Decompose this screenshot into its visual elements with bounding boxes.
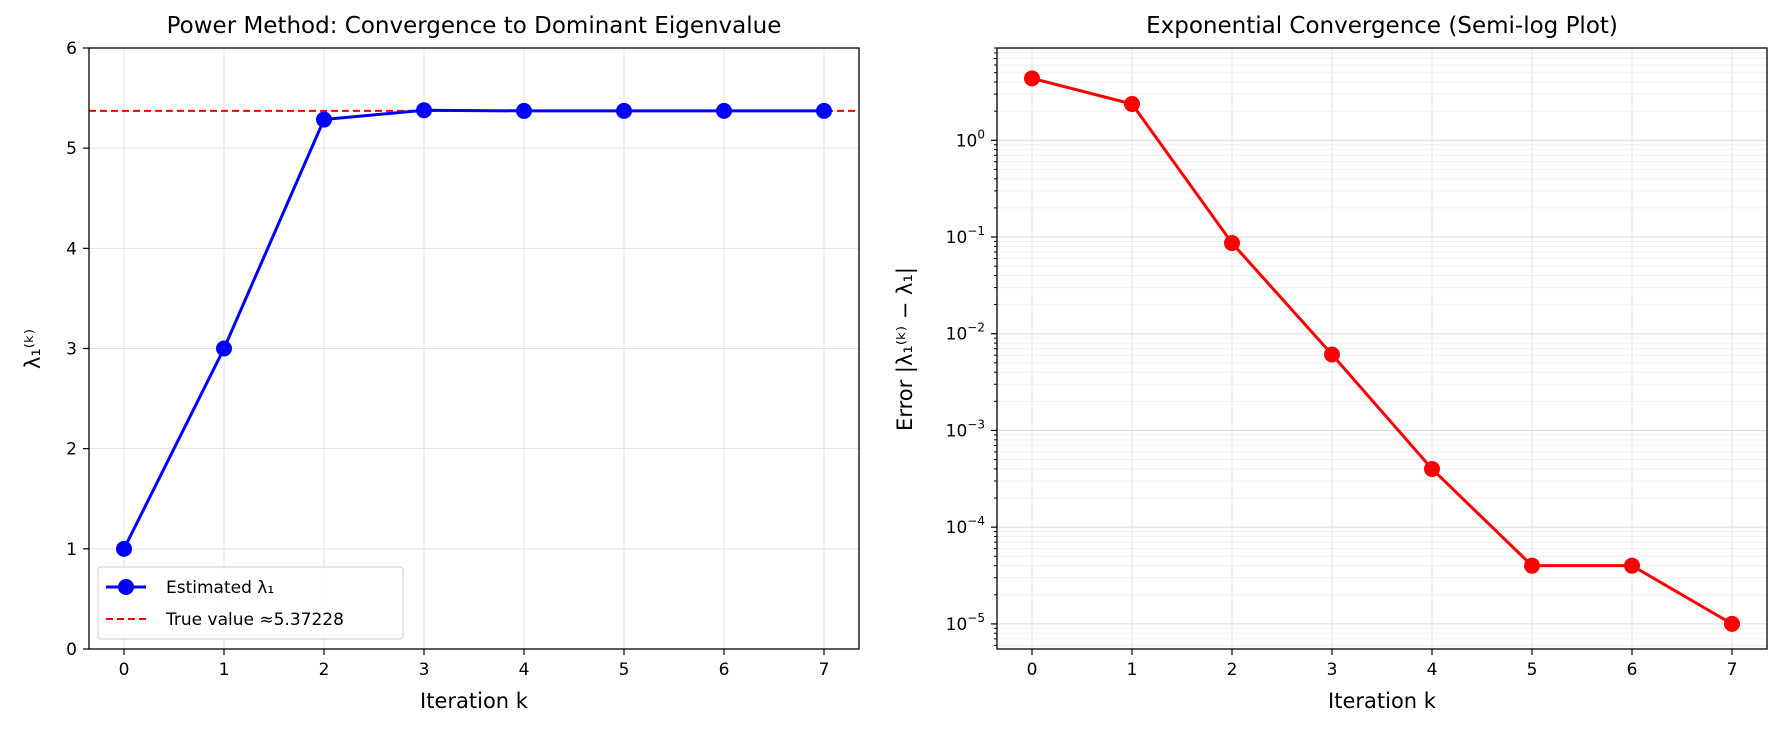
chart1-grid <box>89 47 859 650</box>
x-tick-label: 2 <box>319 660 330 680</box>
y-tick-label: 6 <box>66 39 77 59</box>
chart1-x-ticks: 0 1 2 3 4 5 6 7 <box>119 649 830 680</box>
chart2-series <box>1024 70 1740 632</box>
chart1-x-label: Iteration k <box>420 689 529 713</box>
chart2-y-ticks: 100 10−1 10−2 10−3 10−4 10−5 <box>946 47 997 646</box>
data-point <box>1124 96 1140 113</box>
y-tick-label: 10−4 <box>946 514 985 538</box>
chart1-title: Power Method: Convergence to Dominant Ei… <box>167 13 782 39</box>
x-tick-label: 4 <box>519 660 530 680</box>
y-tick-label: 10−2 <box>946 321 985 345</box>
data-point <box>716 102 732 119</box>
chart1-y-ticks: 0 1 2 3 4 5 6 <box>66 39 89 660</box>
series-line <box>122 108 824 550</box>
y-tick-label: 5 <box>66 139 77 159</box>
chart1-y-label: λ₁⁽ᵏ⁾ <box>21 329 45 369</box>
x-tick-label: 3 <box>419 660 430 680</box>
chart-eigenvalue-convergence: Power Method: Convergence to Dominant Ei… <box>21 13 860 713</box>
y-tick-label: 2 <box>66 440 77 460</box>
y-tick-label: 4 <box>66 239 77 259</box>
data-point <box>1024 70 1040 87</box>
x-tick-label: 4 <box>1427 660 1438 680</box>
data-point <box>1324 346 1340 363</box>
data-point <box>1424 460 1440 477</box>
data-point <box>116 540 132 557</box>
legend-series-marker <box>118 579 134 595</box>
data-point <box>616 102 632 119</box>
chart1-series <box>116 102 832 557</box>
data-point <box>1624 557 1640 574</box>
chart2-title: Exponential Convergence (Semi-log Plot) <box>1146 13 1618 39</box>
chart2-x-ticks: 0 1 2 3 4 5 6 7 <box>1027 649 1738 680</box>
x-tick-label: 0 <box>1027 660 1038 680</box>
data-point <box>816 102 832 119</box>
x-tick-label: 6 <box>719 660 730 680</box>
data-point <box>1524 557 1540 574</box>
chart-error-semilog: Exponential Convergence (Semi-log Plot) … <box>893 13 1768 713</box>
chart1-legend: Estimated λ₁ True value ≈5.37228 <box>97 566 404 640</box>
x-tick-label: 5 <box>1527 660 1538 680</box>
data-point <box>516 102 532 119</box>
y-tick-label: 10−1 <box>946 224 985 248</box>
data-point <box>1724 615 1740 632</box>
chart2-x-label: Iteration k <box>1328 689 1437 713</box>
data-point <box>316 111 332 128</box>
x-tick-label: 7 <box>819 660 830 680</box>
x-tick-label: 1 <box>219 660 230 680</box>
chart2-y-label: Error |λ₁⁽ᵏ⁾ − λ₁| <box>893 267 918 431</box>
series-line <box>1031 76 1733 626</box>
y-tick-label: 3 <box>66 340 77 360</box>
legend-reference-label: True value ≈5.37228 <box>165 610 344 630</box>
legend-series-label: Estimated λ₁ <box>166 578 274 598</box>
chart2-grid <box>997 47 1767 649</box>
legend-frame <box>97 566 404 640</box>
x-tick-label: 0 <box>119 660 130 680</box>
x-tick-label: 2 <box>1227 660 1238 680</box>
data-point <box>216 340 232 357</box>
x-tick-label: 6 <box>1627 660 1638 680</box>
x-tick-label: 5 <box>619 660 630 680</box>
y-tick-label: 10−5 <box>946 611 985 635</box>
y-tick-label: 1 <box>66 540 77 560</box>
x-tick-label: 1 <box>1127 660 1138 680</box>
data-point <box>416 102 432 119</box>
y-tick-label: 100 <box>956 127 985 151</box>
data-point <box>1224 235 1240 252</box>
x-tick-label: 7 <box>1727 660 1738 680</box>
x-tick-label: 3 <box>1327 660 1338 680</box>
y-tick-label: 0 <box>66 640 77 660</box>
y-tick-label: 10−3 <box>946 417 985 441</box>
